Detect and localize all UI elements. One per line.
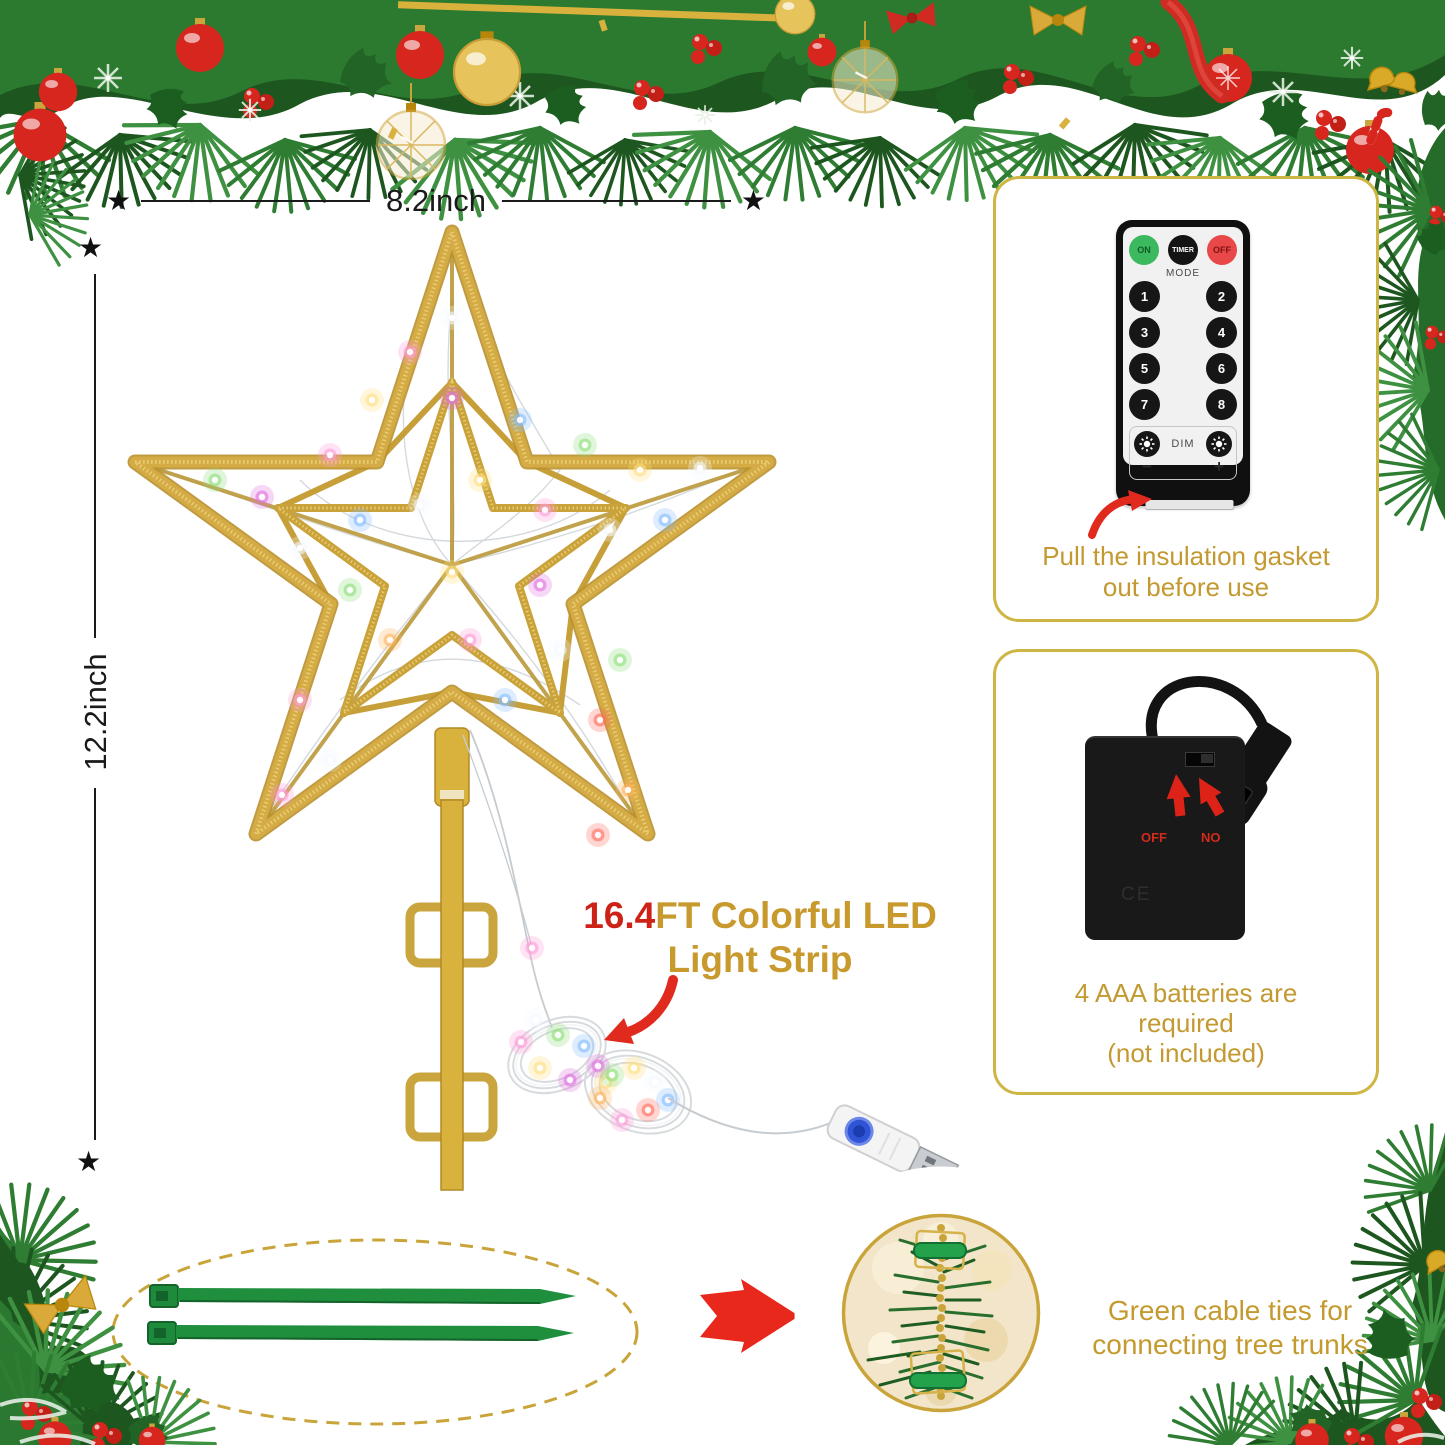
width-label: 8.2inch	[386, 183, 486, 218]
dimension-line	[501, 200, 731, 202]
battery-caption-line3: (not included)	[1107, 1038, 1265, 1068]
ties-caption-line2: connecting tree trunks	[1092, 1329, 1368, 1360]
dimension-line	[94, 274, 96, 638]
battery-no-label: NO	[1201, 830, 1221, 845]
remote-on-button: ON	[1129, 235, 1159, 265]
remote-caption-line2: out before use	[1102, 572, 1270, 602]
remote-mode-2-button: 2	[1206, 281, 1237, 312]
garland-top	[0, 0, 1445, 271]
light-string-wire	[462, 729, 553, 1029]
cable-tie	[149, 1284, 576, 1308]
curved-arrow-icon	[1088, 490, 1152, 539]
insulation-gasket	[1145, 500, 1234, 509]
remote-timer-button: TIMER	[1168, 235, 1198, 265]
ce-mark: CE	[1121, 884, 1152, 905]
height-label: 12.2inch	[78, 653, 113, 771]
tree-trunk-photo	[794, 1166, 1088, 1445]
led-strip-callout: 16.4FT Colorful LED Light Strip	[545, 894, 975, 982]
remote-instruction-panel: ON TIMER OFF MODE 1 2 3 4 5 6 7	[993, 176, 1379, 622]
battery-switch-arrows-icon	[1166, 774, 1225, 817]
led-callout-line1: FT Colorful LED	[655, 895, 937, 936]
star-pole	[405, 727, 498, 1191]
right-arrow-icon	[700, 1279, 799, 1353]
garland-bottom-right	[1150, 1099, 1445, 1445]
remote-control: ON TIMER OFF MODE 1 2 3 4 5 6 7	[1116, 220, 1250, 506]
remote-mode-1-button: 1	[1129, 281, 1160, 312]
remote-dim-plus-button: +	[1214, 457, 1224, 476]
battery-caption-line2: required	[1138, 1008, 1234, 1038]
remote-dim-minus-button: −	[1142, 457, 1152, 476]
sun-icon	[1205, 431, 1232, 457]
cable-ties-caption: Green cable ties for connecting tree tru…	[1040, 1294, 1420, 1362]
width-dimension: ★ 8.2inch ★	[106, 183, 766, 218]
battery-instruction-panel: OFF NO CE 4 AAA batteries are required (…	[993, 649, 1379, 1095]
led-length-highlight: 16.4	[583, 895, 656, 936]
led-callout-line2: Light Strip	[667, 939, 853, 980]
remote-mode-6-button: 6	[1206, 353, 1237, 384]
dimension-star-icon: ★	[740, 185, 766, 216]
star-topper	[127, 224, 777, 847]
remote-mode-4-button: 4	[1206, 317, 1237, 348]
remote-mode-8-button: 8	[1206, 389, 1237, 420]
ties-caption-line1: Green cable ties for	[1107, 1295, 1353, 1326]
battery-caption-line1: 4 AAA batteries are	[1074, 978, 1298, 1008]
battery-box: OFF NO CE	[1085, 736, 1245, 940]
garland-bottom-left	[0, 1157, 241, 1445]
dimension-star-icon: ★	[106, 185, 132, 216]
sun-icon	[1134, 431, 1160, 457]
garland-right-edge	[1341, 60, 1445, 535]
cable-ties-group	[111, 1238, 639, 1426]
dimension-line	[94, 788, 96, 1140]
remote-caption-line1: Pull the insulation gasket	[1042, 541, 1330, 571]
battery-switch	[1185, 752, 1215, 767]
remote-face: ON TIMER OFF MODE 1 2 3 4 5 6 7	[1123, 227, 1243, 480]
remote-off-button: OFF	[1207, 235, 1237, 265]
battery-off-label: OFF	[1141, 830, 1167, 845]
led-bundle	[507, 1008, 693, 1135]
dimension-line	[141, 200, 371, 202]
led-callout-arrow-icon	[604, 975, 678, 1044]
remote-dim-label: DIM	[1171, 438, 1195, 450]
remote-mode-3-button: 3	[1129, 317, 1160, 348]
remote-mode-label: MODE	[1166, 268, 1200, 279]
remote-mode-7-button: 7	[1129, 389, 1160, 420]
dimension-star-icon: ★	[76, 1146, 102, 1177]
dimension-star-icon: ★	[78, 232, 104, 263]
remote-mode-5-button: 5	[1129, 353, 1160, 384]
remote-dim-section: DIM − +	[1129, 426, 1237, 480]
cable-tie	[147, 1321, 574, 1345]
green-tie-band	[909, 1372, 967, 1389]
green-tie-band	[913, 1242, 967, 1259]
